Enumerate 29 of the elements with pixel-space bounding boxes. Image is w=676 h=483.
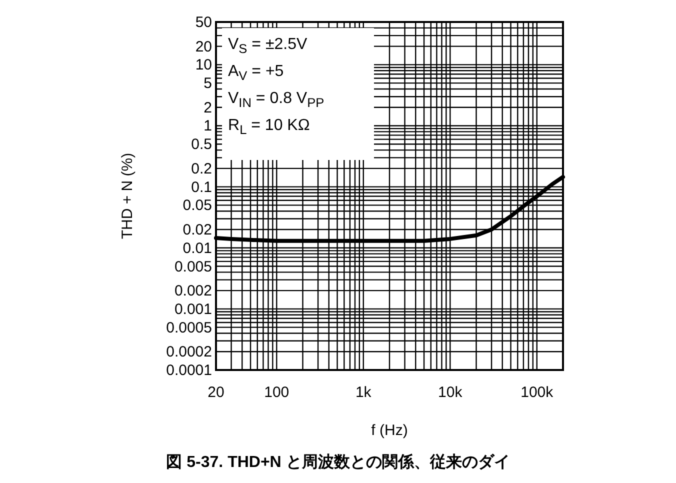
- y-tick-label: 0.002: [174, 282, 212, 300]
- y-tick-label: 0.05: [182, 197, 212, 214]
- annotation: V$_{IN}$ = 0.8 V$_{PP}$: [228, 90, 324, 110]
- y-tick-label: 0.5: [191, 136, 212, 154]
- y-tick-label: 0.001: [174, 300, 212, 318]
- text: 図 5-37. THD+N と周波数との関係、従来のダイ: [166, 453, 510, 471]
- y-tick-label: 20: [195, 38, 212, 56]
- x-axis-title: f (Hz): [371, 422, 408, 439]
- y-tick-label: 10: [195, 56, 212, 74]
- y-tick-label: 0.0001: [166, 362, 212, 379]
- x-tick-label: 100: [264, 384, 290, 401]
- y-tick-label: 5: [204, 75, 212, 92]
- x-tick-label: 100k: [520, 384, 554, 401]
- annotation: R$_{L}$ = 10 KΩ: [228, 117, 310, 137]
- x-tick-label: 1k: [355, 384, 372, 401]
- y-tick-label: 0.0005: [166, 319, 212, 336]
- y-tick-label: 0.02: [182, 221, 212, 238]
- y-tick-label: 0.2: [191, 160, 212, 178]
- x-tick-label: 10k: [438, 384, 463, 401]
- annotation: V$_{S}$ = ±2.5V: [228, 36, 308, 56]
- y-tick-label: 0.0002: [166, 344, 212, 361]
- y-tick-label: 0.01: [182, 240, 212, 257]
- y-tick-label: 2: [204, 99, 212, 116]
- y-tick-label: 0.005: [174, 258, 212, 276]
- y-axis-title: THD + N (%): [119, 152, 136, 240]
- y-tick-label: 0.1: [191, 178, 212, 196]
- y-tick-label: 50: [195, 14, 212, 31]
- annotation: A$_{V}$ = +5: [228, 63, 284, 83]
- y-tick-label: 1: [204, 118, 212, 135]
